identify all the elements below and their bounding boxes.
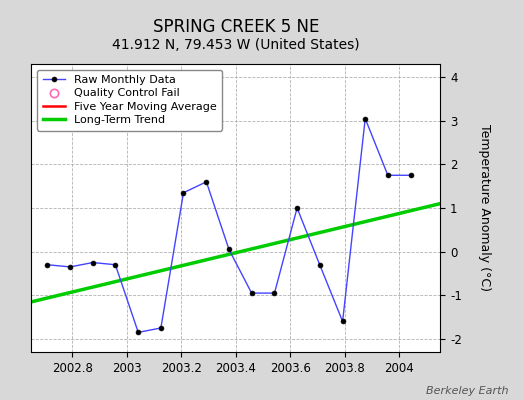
Raw Monthly Data: [340, 319, 346, 324]
Raw Monthly Data: [271, 291, 278, 296]
Text: 41.912 N, 79.453 W (United States): 41.912 N, 79.453 W (United States): [112, 38, 359, 52]
Raw Monthly Data: [44, 262, 50, 267]
Raw Monthly Data: [226, 247, 232, 252]
Raw Monthly Data: [316, 262, 323, 267]
Line: Raw Monthly Data: Raw Monthly Data: [45, 116, 413, 335]
Raw Monthly Data: [158, 326, 164, 330]
Raw Monthly Data: [385, 173, 391, 178]
Raw Monthly Data: [408, 173, 414, 178]
Raw Monthly Data: [362, 116, 368, 121]
Raw Monthly Data: [294, 206, 300, 210]
Raw Monthly Data: [112, 262, 118, 267]
Raw Monthly Data: [67, 264, 73, 269]
Raw Monthly Data: [248, 291, 255, 296]
Text: SPRING CREEK 5 NE: SPRING CREEK 5 NE: [152, 18, 319, 36]
Raw Monthly Data: [180, 190, 187, 195]
Y-axis label: Temperature Anomaly (°C): Temperature Anomaly (°C): [478, 124, 492, 292]
Raw Monthly Data: [203, 180, 210, 184]
Legend: Raw Monthly Data, Quality Control Fail, Five Year Moving Average, Long-Term Tren: Raw Monthly Data, Quality Control Fail, …: [37, 70, 222, 131]
Raw Monthly Data: [135, 330, 141, 335]
Text: Berkeley Earth: Berkeley Earth: [426, 386, 508, 396]
Raw Monthly Data: [90, 260, 96, 265]
